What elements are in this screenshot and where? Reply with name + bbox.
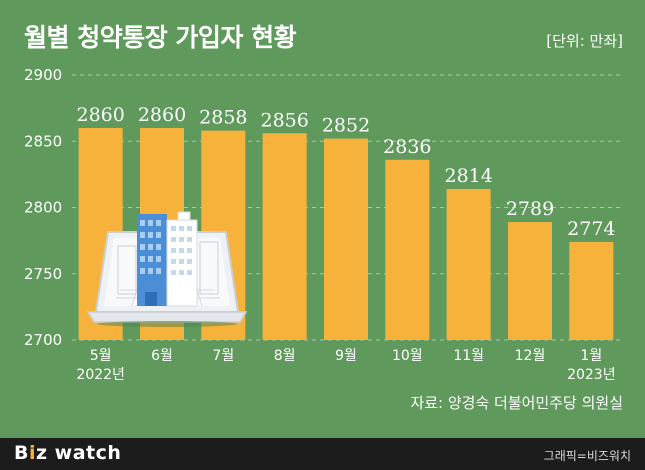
bar xyxy=(446,188,491,340)
x-tick-label: 5월 2022년 xyxy=(76,348,125,383)
y-tick-label: 2850 xyxy=(24,132,62,150)
building-laptop-icon xyxy=(86,211,248,327)
bar xyxy=(262,133,307,340)
data-label: 2856 xyxy=(260,109,308,131)
x-tick-label: 8월 xyxy=(274,348,296,364)
data-label: 2774 xyxy=(567,218,615,240)
data-label: 2860 xyxy=(76,104,124,126)
source-note: 자료: 양경숙 더불어민주당 의원실 xyxy=(410,394,623,412)
graphic-credit: 그래픽=비즈워치 xyxy=(543,449,631,463)
x-tick-label: 10월 xyxy=(392,348,423,364)
data-label: 2860 xyxy=(138,104,186,126)
x-axis-ticks: 5월 2022년 6월 7월 8월 9월 10월 11월 12월 1월 2023년 xyxy=(76,348,615,383)
data-label: 2814 xyxy=(444,165,492,187)
chart-title: 월별 청약통장 가입자 현황 xyxy=(24,23,297,52)
bar xyxy=(508,222,552,340)
y-tick-label: 2800 xyxy=(24,199,62,217)
y-tick-label: 2900 xyxy=(24,66,62,84)
bar xyxy=(385,159,430,340)
x-tick-label: 12월 xyxy=(515,348,546,364)
data-label: 2789 xyxy=(506,198,554,220)
x-tick-label: 6월 xyxy=(151,348,173,364)
bar xyxy=(569,241,614,340)
unit-note: [단위: 만좌] xyxy=(546,32,623,50)
bizwatch-logo: Biz watch xyxy=(14,442,122,464)
bar-chart: 2860 2860 2858 2856 2852 2836 2814 2789 2774 270… xyxy=(24,66,622,383)
data-labels: 2860 2860 2858 2856 2852 2836 2814 2789 2774 xyxy=(76,104,615,240)
data-label: 2852 xyxy=(322,115,370,137)
data-label: 2858 xyxy=(199,107,247,129)
footer-bar: Biz watch 그래픽=비즈워치 xyxy=(0,438,645,470)
bar xyxy=(324,138,368,340)
data-label: 2836 xyxy=(383,136,431,158)
y-axis-ticks: 2700 2750 2800 2850 2900 xyxy=(24,66,62,349)
y-tick-label: 2700 xyxy=(24,331,62,349)
x-tick-label: 9월 xyxy=(335,348,357,364)
x-tick-label: 11월 xyxy=(453,348,484,364)
x-tick-label: 7월 xyxy=(212,348,234,364)
x-tick-label: 1월 2023년 xyxy=(567,348,616,383)
y-tick-label: 2750 xyxy=(24,265,62,283)
